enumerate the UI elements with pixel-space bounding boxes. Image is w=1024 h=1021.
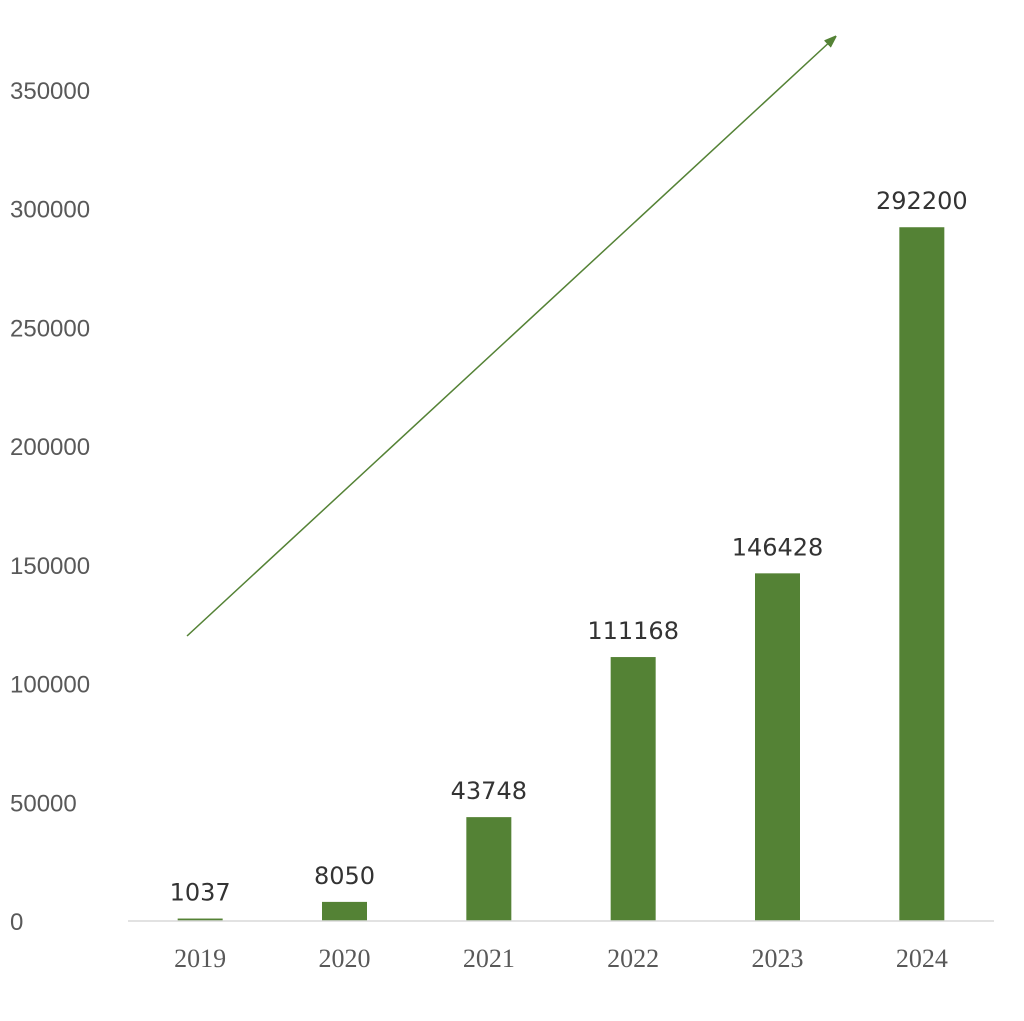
- bar-2019: [177, 918, 223, 921]
- bar-2022: [610, 657, 656, 921]
- data-label-2021: 43748: [451, 777, 527, 805]
- data-label-2023: 146428: [732, 533, 824, 561]
- x-tick-label: 2019: [174, 944, 226, 973]
- y-axis-tick-labels: 0 50000 100000 150000 200000 250000 300000 3500…: [10, 78, 90, 936]
- y-tick-label: 300000: [10, 197, 90, 224]
- data-label-2020: 8050: [314, 862, 375, 890]
- data-label-2022: 111168: [587, 617, 679, 645]
- y-tick-label: 200000: [10, 434, 90, 461]
- bar-2023: [755, 573, 800, 921]
- x-axis-tick-labels: 2019 2020 2021 2022 2023 2024: [174, 944, 948, 973]
- y-tick-label: 350000: [10, 78, 90, 105]
- data-label-2019: 1037: [170, 879, 231, 907]
- data-label-2024: 292200: [876, 187, 968, 215]
- y-tick-label: 0: [10, 909, 23, 936]
- trend-arrow: [186, 38, 834, 637]
- y-tick-label: 250000: [10, 315, 90, 342]
- bars: [177, 227, 945, 922]
- y-tick-label: 100000: [10, 672, 90, 699]
- y-tick-label: 50000: [10, 790, 77, 817]
- data-labels: 1037 8050 43748 111168 146428 292200: [170, 187, 968, 906]
- bar-2020: [322, 901, 367, 921]
- x-tick-label: 2023: [752, 944, 804, 973]
- x-tick-label: 2024: [896, 944, 948, 973]
- x-tick-label: 2021: [463, 944, 515, 973]
- bar-2021: [466, 817, 512, 921]
- bar-2024: [899, 227, 945, 922]
- x-tick-label: 2020: [319, 944, 371, 973]
- y-tick-label: 150000: [10, 553, 90, 580]
- x-tick-label: 2022: [607, 944, 659, 973]
